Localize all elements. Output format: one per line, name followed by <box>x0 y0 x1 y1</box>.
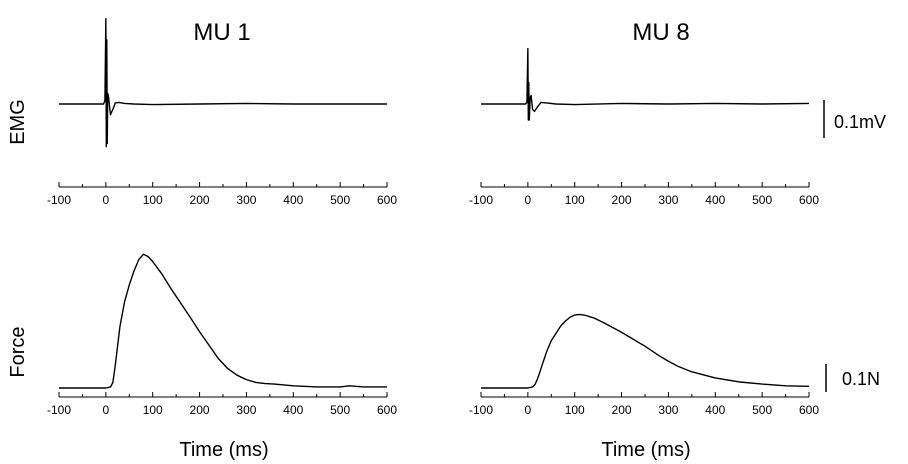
emg-scale-bar: 0.1mV <box>823 100 886 138</box>
x-tick-label-mu1-emg-5: 400 <box>283 193 303 207</box>
trace-mu8-emg <box>481 47 810 121</box>
panel-mu1-emg: MU 1 EMG -100 0 100 200 300 400 500 600 <box>7 17 397 207</box>
x-tick-label-mu1-emg-2: 100 <box>143 193 163 207</box>
column-title-mu8: MU 8 <box>632 19 689 46</box>
force-scale-label: 0.1N <box>842 369 880 389</box>
x-tick-label-mu8-emg-1: 0 <box>525 193 532 207</box>
column-title-mu1: MU 1 <box>193 19 250 46</box>
x-tick-label-mu8-force-1: 0 <box>525 403 532 417</box>
x-tick-label-mu8-emg-5: 400 <box>705 193 725 207</box>
x-tick-label-mu1-emg-6: 500 <box>330 193 350 207</box>
x-tick-label-mu1-emg-4: 300 <box>236 193 256 207</box>
emg-scale-label: 0.1mV <box>834 112 886 132</box>
x-tick-label-mu1-force-1: 0 <box>103 403 110 417</box>
x-tick-label-mu1-emg-1: 0 <box>103 193 110 207</box>
x-tick-label-mu1-emg-7: 600 <box>377 193 397 207</box>
x-tick-label-mu8-force-7: 600 <box>799 403 819 417</box>
trace-mu1-emg <box>59 17 387 148</box>
x-tick-label-mu1-force-2: 100 <box>143 403 163 417</box>
row-label-emg: EMG <box>7 99 29 145</box>
panel-mu1-force: Force Time (ms) -100 0 100 200 300 400 500 600 <box>7 253 397 461</box>
x-tick-label-mu8-force-2: 100 <box>565 403 585 417</box>
x-tick-label-mu8-emg-6: 500 <box>752 193 772 207</box>
x-tick-label-mu8-emg-0: -100 <box>469 193 493 207</box>
x-tick-label-mu1-force-4: 300 <box>236 403 256 417</box>
x-tick-label-mu1-force-7: 600 <box>377 403 397 417</box>
trace-mu8-force <box>481 313 810 389</box>
x-axis-label-mu8: Time (ms) <box>601 439 690 461</box>
x-tick-label-mu8-force-5: 400 <box>705 403 725 417</box>
panel-mu8-emg: MU 8 -100 0 100 200 300 400 500 600 <box>469 19 819 207</box>
row-label-force: Force <box>7 326 29 377</box>
x-tick-label-mu8-emg-4: 300 <box>658 193 678 207</box>
x-tick-label-mu1-force-6: 500 <box>330 403 350 417</box>
x-tick-label-mu8-force-6: 500 <box>752 403 772 417</box>
force-scale-bar: 0.1N <box>825 364 880 392</box>
x-tick-label-mu1-force-3: 200 <box>190 403 210 417</box>
trace-mu1-force <box>59 253 387 389</box>
x-tick-label-mu1-emg-0: -100 <box>47 193 71 207</box>
x-tick-label-mu8-emg-2: 100 <box>565 193 585 207</box>
x-tick-label-mu8-force-3: 200 <box>612 403 632 417</box>
x-tick-label-mu8-force-4: 300 <box>658 403 678 417</box>
panel-mu8-force: Time (ms) -100 0 100 200 300 400 500 600 <box>469 313 819 461</box>
x-tick-label-mu1-emg-3: 200 <box>190 193 210 207</box>
x-tick-label-mu8-emg-3: 200 <box>612 193 632 207</box>
x-tick-label-mu8-force-0: -100 <box>469 403 493 417</box>
x-tick-label-mu1-force-5: 400 <box>283 403 303 417</box>
x-tick-label-mu8-emg-7: 600 <box>799 193 819 207</box>
x-axis-label-mu1: Time (ms) <box>179 439 268 461</box>
x-tick-label-mu1-force-0: -100 <box>47 403 71 417</box>
